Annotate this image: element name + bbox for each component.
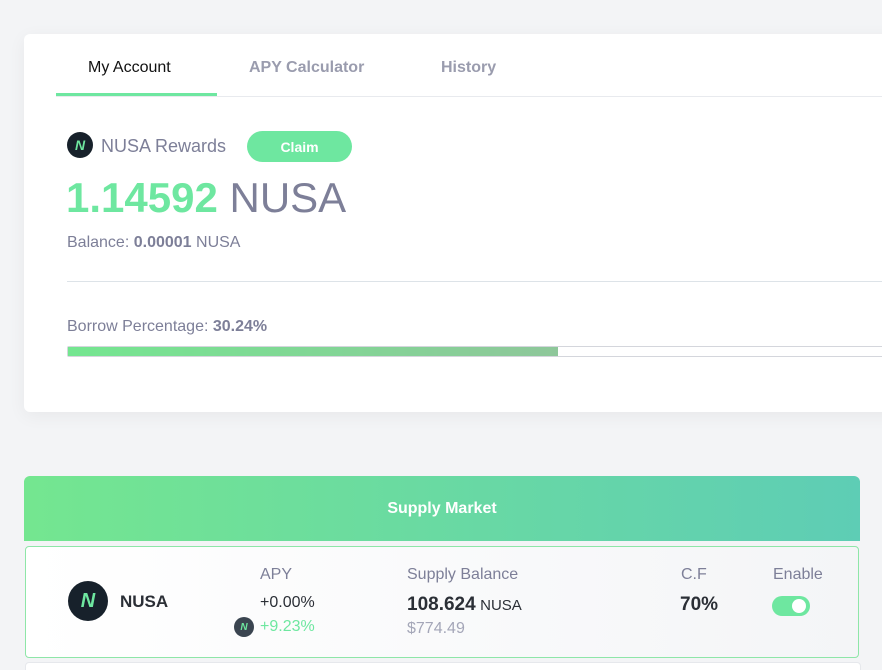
- reward-icon: N: [234, 617, 254, 637]
- tab-underline: [56, 93, 217, 96]
- apy: +0.00%: [260, 594, 315, 611]
- market-row[interactable]: [25, 546, 859, 658]
- tab[interactable]: APY Calculator: [249, 59, 365, 76]
- toggle-knob: [792, 599, 806, 613]
- tab-divider: [56, 96, 882, 97]
- collateral-factor: 70%: [680, 594, 719, 615]
- column-header: APY: [260, 566, 293, 583]
- supply-usd: $774.49: [407, 620, 465, 637]
- token-icon: N: [67, 132, 93, 158]
- claim-button[interactable]: Claim: [247, 131, 352, 162]
- tab[interactable]: History: [441, 59, 497, 76]
- balance-unit: NUSA: [196, 234, 241, 251]
- divider: [67, 281, 882, 282]
- borrow-value: 30.24%: [212, 318, 268, 335]
- supply-balance: 108.624: [407, 594, 476, 615]
- asset-name: NUSA: [120, 592, 169, 611]
- balance-value: 0.00001: [133, 234, 192, 251]
- progress-track: [67, 346, 882, 357]
- tab[interactable]: My Account: [88, 59, 171, 76]
- asset-icon: N: [68, 581, 108, 621]
- borrow-label: Borrow Percentage:: [67, 318, 209, 335]
- reward-apy: +9.23%: [260, 618, 315, 635]
- balance-label: Balance:: [67, 234, 130, 251]
- supply-unit: NUSA: [480, 597, 522, 614]
- rewards-unit: NUSA: [229, 174, 347, 221]
- enable-toggle[interactable]: [772, 596, 810, 616]
- progress-fill: [68, 347, 558, 356]
- rewards-amount: 1.14592: [66, 174, 218, 221]
- column-header: Enable: [773, 566, 823, 583]
- next-row: [25, 662, 861, 670]
- rewards-title: NUSA Rewards: [101, 136, 227, 156]
- column-header: C.F: [681, 566, 707, 583]
- supply-header: Supply Market: [24, 476, 860, 541]
- column-header: Supply Balance: [407, 566, 519, 583]
